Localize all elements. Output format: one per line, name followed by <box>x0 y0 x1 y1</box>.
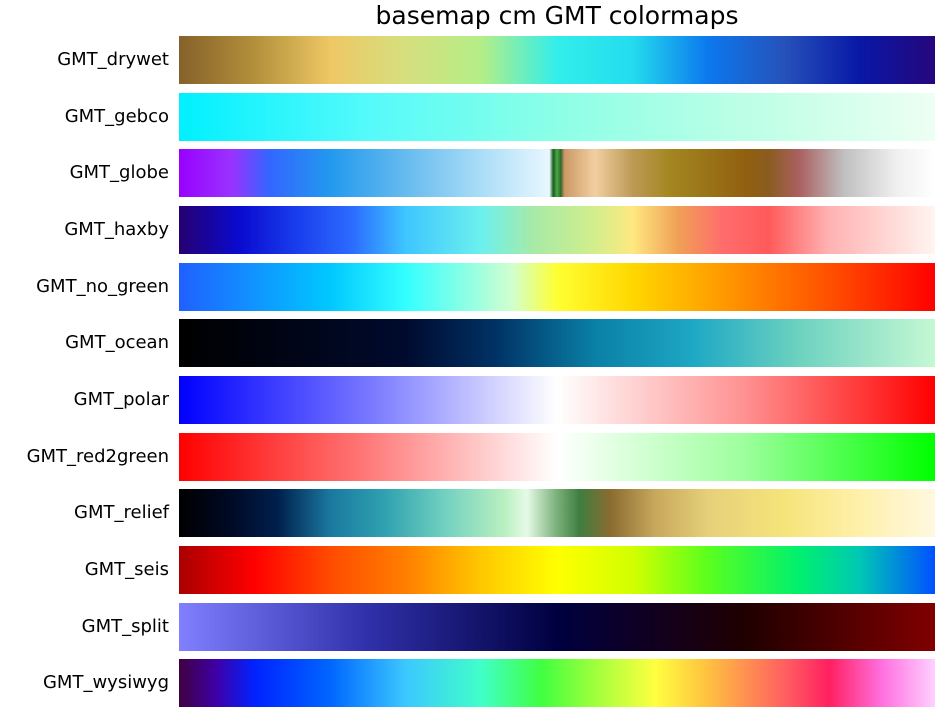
colormap-bar <box>179 36 935 84</box>
colormap-label: GMT_globe <box>69 162 169 183</box>
colormap-label: GMT_polar <box>73 389 169 410</box>
colormap-bar <box>179 659 935 707</box>
colormap-label: GMT_gebco <box>64 106 169 127</box>
colormap-row: GMT_haxby <box>0 206 937 254</box>
colormap-label: GMT_drywet <box>57 49 169 70</box>
colormap-bar <box>179 603 935 651</box>
colormap-bar <box>179 433 935 481</box>
colormap-label: GMT_red2green <box>26 446 169 467</box>
colormap-bar <box>179 149 935 197</box>
colormap-label: GMT_wysiwyg <box>42 672 169 693</box>
chart-title: basemap cm GMT colormaps <box>375 1 739 30</box>
colormap-row: GMT_relief <box>0 489 937 537</box>
colormap-label: GMT_split <box>81 616 169 637</box>
colormap-bar <box>179 376 935 424</box>
colormap-bar <box>179 319 935 367</box>
colormap-label: GMT_relief <box>74 502 169 523</box>
colormap-label: GMT_no_green <box>36 276 169 297</box>
colormap-bar <box>179 489 935 537</box>
colormap-bar <box>179 93 935 141</box>
colormap-row: GMT_gebco <box>0 93 937 141</box>
colormap-bar <box>179 263 935 311</box>
colormap-row: GMT_globe <box>0 149 937 197</box>
colormap-bar <box>179 206 935 254</box>
colormap-row: GMT_seis <box>0 546 937 594</box>
colormap-label: GMT_seis <box>84 559 169 580</box>
colormap-row: GMT_split <box>0 603 937 651</box>
colormap-row: GMT_drywet <box>0 36 937 84</box>
colormap-row: GMT_polar <box>0 376 937 424</box>
colormap-row: GMT_red2green <box>0 433 937 481</box>
colormap-row: GMT_no_green <box>0 263 937 311</box>
colormap-row: GMT_ocean <box>0 319 937 367</box>
colormap-row: GMT_wysiwyg <box>0 659 937 707</box>
colormap-bar <box>179 546 935 594</box>
colormap-label: GMT_haxby <box>64 219 169 240</box>
colormap-label: GMT_ocean <box>65 332 169 353</box>
